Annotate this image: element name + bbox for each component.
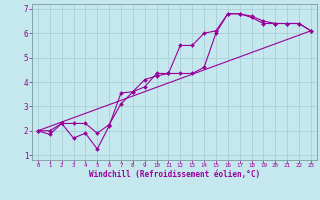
X-axis label: Windchill (Refroidissement éolien,°C): Windchill (Refroidissement éolien,°C) [89,170,260,179]
